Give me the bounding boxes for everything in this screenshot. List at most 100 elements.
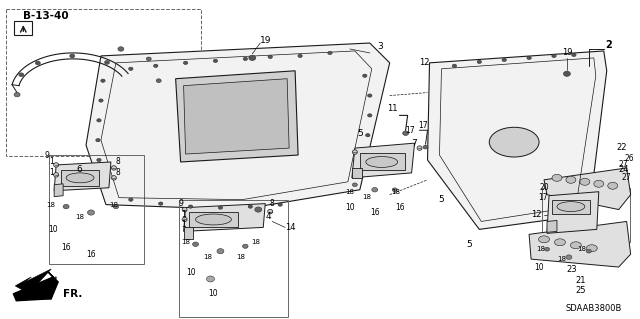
Ellipse shape bbox=[118, 47, 124, 51]
Ellipse shape bbox=[104, 61, 109, 64]
Ellipse shape bbox=[545, 247, 550, 251]
Ellipse shape bbox=[99, 99, 103, 102]
Text: 2: 2 bbox=[605, 40, 612, 50]
Polygon shape bbox=[184, 79, 289, 154]
Ellipse shape bbox=[372, 188, 378, 192]
Ellipse shape bbox=[248, 205, 253, 208]
Bar bbox=[61, 170, 99, 186]
Text: 18: 18 bbox=[362, 194, 371, 200]
Ellipse shape bbox=[129, 198, 133, 201]
Ellipse shape bbox=[111, 166, 116, 170]
Ellipse shape bbox=[97, 119, 101, 122]
Ellipse shape bbox=[54, 173, 59, 177]
Text: 26: 26 bbox=[625, 153, 634, 162]
Text: 22: 22 bbox=[616, 143, 627, 152]
Ellipse shape bbox=[403, 131, 408, 136]
Text: B-13-40: B-13-40 bbox=[23, 11, 69, 21]
Text: 9: 9 bbox=[178, 199, 183, 208]
Ellipse shape bbox=[14, 93, 20, 97]
Text: 5: 5 bbox=[438, 195, 444, 204]
Ellipse shape bbox=[298, 54, 302, 57]
Text: 8: 8 bbox=[270, 199, 275, 208]
Ellipse shape bbox=[54, 163, 59, 167]
Text: 1: 1 bbox=[49, 168, 54, 177]
Polygon shape bbox=[544, 168, 630, 210]
Ellipse shape bbox=[580, 178, 590, 185]
Ellipse shape bbox=[88, 210, 95, 215]
Text: 9: 9 bbox=[45, 151, 50, 160]
Text: 12: 12 bbox=[419, 58, 430, 67]
Ellipse shape bbox=[97, 158, 101, 162]
Bar bbox=[189, 211, 238, 227]
Text: 16: 16 bbox=[395, 203, 404, 212]
Ellipse shape bbox=[111, 175, 116, 180]
Ellipse shape bbox=[353, 150, 357, 154]
Ellipse shape bbox=[363, 153, 367, 157]
Ellipse shape bbox=[353, 183, 357, 187]
Ellipse shape bbox=[113, 204, 118, 209]
Ellipse shape bbox=[366, 157, 397, 167]
Ellipse shape bbox=[423, 145, 428, 149]
Ellipse shape bbox=[193, 242, 198, 247]
Text: FR.: FR. bbox=[63, 289, 83, 299]
Text: 17: 17 bbox=[404, 126, 415, 135]
Ellipse shape bbox=[563, 71, 570, 76]
Ellipse shape bbox=[63, 204, 69, 209]
Text: 20: 20 bbox=[540, 183, 549, 192]
Text: 14: 14 bbox=[285, 223, 296, 232]
Text: 21: 21 bbox=[575, 277, 586, 286]
Polygon shape bbox=[428, 51, 607, 229]
Bar bbox=[14, 21, 32, 35]
Ellipse shape bbox=[392, 188, 397, 192]
Ellipse shape bbox=[594, 180, 604, 187]
Text: 11: 11 bbox=[387, 104, 398, 113]
Ellipse shape bbox=[538, 236, 550, 243]
Ellipse shape bbox=[218, 206, 223, 209]
Ellipse shape bbox=[328, 51, 332, 55]
Polygon shape bbox=[13, 272, 58, 301]
Ellipse shape bbox=[477, 60, 481, 63]
Text: 10: 10 bbox=[49, 225, 58, 234]
Ellipse shape bbox=[129, 67, 133, 70]
Text: 19: 19 bbox=[562, 48, 572, 57]
Text: 27: 27 bbox=[622, 173, 632, 182]
Ellipse shape bbox=[554, 239, 565, 246]
Ellipse shape bbox=[552, 54, 556, 57]
Ellipse shape bbox=[243, 57, 248, 61]
Ellipse shape bbox=[188, 205, 193, 208]
Polygon shape bbox=[54, 162, 111, 191]
Ellipse shape bbox=[557, 202, 585, 211]
Text: 12: 12 bbox=[531, 210, 541, 219]
Ellipse shape bbox=[586, 245, 597, 252]
Ellipse shape bbox=[213, 59, 218, 63]
Ellipse shape bbox=[367, 94, 372, 97]
Text: 24: 24 bbox=[618, 166, 629, 174]
Polygon shape bbox=[352, 168, 362, 178]
Ellipse shape bbox=[367, 114, 372, 117]
Text: 18: 18 bbox=[47, 202, 56, 208]
Text: 6: 6 bbox=[76, 166, 82, 174]
Text: 1: 1 bbox=[181, 210, 186, 219]
Text: 1: 1 bbox=[181, 220, 186, 229]
Text: 18: 18 bbox=[536, 246, 545, 252]
Text: 5: 5 bbox=[357, 129, 363, 138]
Ellipse shape bbox=[100, 79, 105, 82]
Text: 18: 18 bbox=[181, 239, 190, 245]
Polygon shape bbox=[86, 43, 390, 210]
Ellipse shape bbox=[243, 244, 248, 248]
Ellipse shape bbox=[35, 61, 40, 65]
Text: 16: 16 bbox=[370, 208, 380, 217]
Ellipse shape bbox=[566, 255, 572, 259]
Text: 27: 27 bbox=[619, 160, 628, 169]
Text: 25: 25 bbox=[575, 286, 586, 295]
Ellipse shape bbox=[452, 64, 456, 67]
Polygon shape bbox=[547, 192, 599, 234]
Polygon shape bbox=[547, 220, 557, 232]
Text: 4: 4 bbox=[266, 212, 271, 221]
Polygon shape bbox=[175, 71, 298, 162]
Ellipse shape bbox=[268, 209, 273, 214]
Text: 18: 18 bbox=[236, 254, 245, 260]
Polygon shape bbox=[184, 227, 193, 239]
Ellipse shape bbox=[217, 249, 224, 254]
Text: 23: 23 bbox=[566, 264, 577, 273]
